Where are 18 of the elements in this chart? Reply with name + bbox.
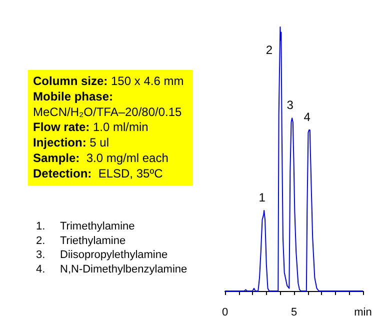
annotation: 3	[286, 98, 294, 112]
annotation: 2	[266, 43, 273, 57]
text: Column size: 150 x 4.6 mm	[33, 74, 184, 88]
text: 3. Diisopropylethylamine	[36, 249, 168, 262]
annotation: 1	[258, 190, 266, 204]
x-tick-label: min	[354, 306, 372, 318]
text: Sample: 3.0 mg/ml each	[33, 151, 168, 165]
x-tick-label: 0	[222, 306, 228, 318]
text: Detection: ELSD, 35ºC	[33, 166, 164, 180]
text: Mobile phase:	[33, 89, 114, 104]
text: 4. N,N-Dimethylbenzylamine	[36, 263, 188, 276]
text: Flow rate: 1.0 ml/min	[33, 120, 148, 134]
annotation: 4	[304, 110, 311, 124]
x-tick-label: 5	[290, 306, 298, 318]
text: MeCN/H₂O/TFA–20/80/0.15	[33, 104, 182, 119]
text: 2. Triethylamine	[36, 234, 126, 247]
text: 1. Trimethylamine	[36, 220, 135, 232]
text: Injection: 5 ul	[33, 136, 110, 150]
